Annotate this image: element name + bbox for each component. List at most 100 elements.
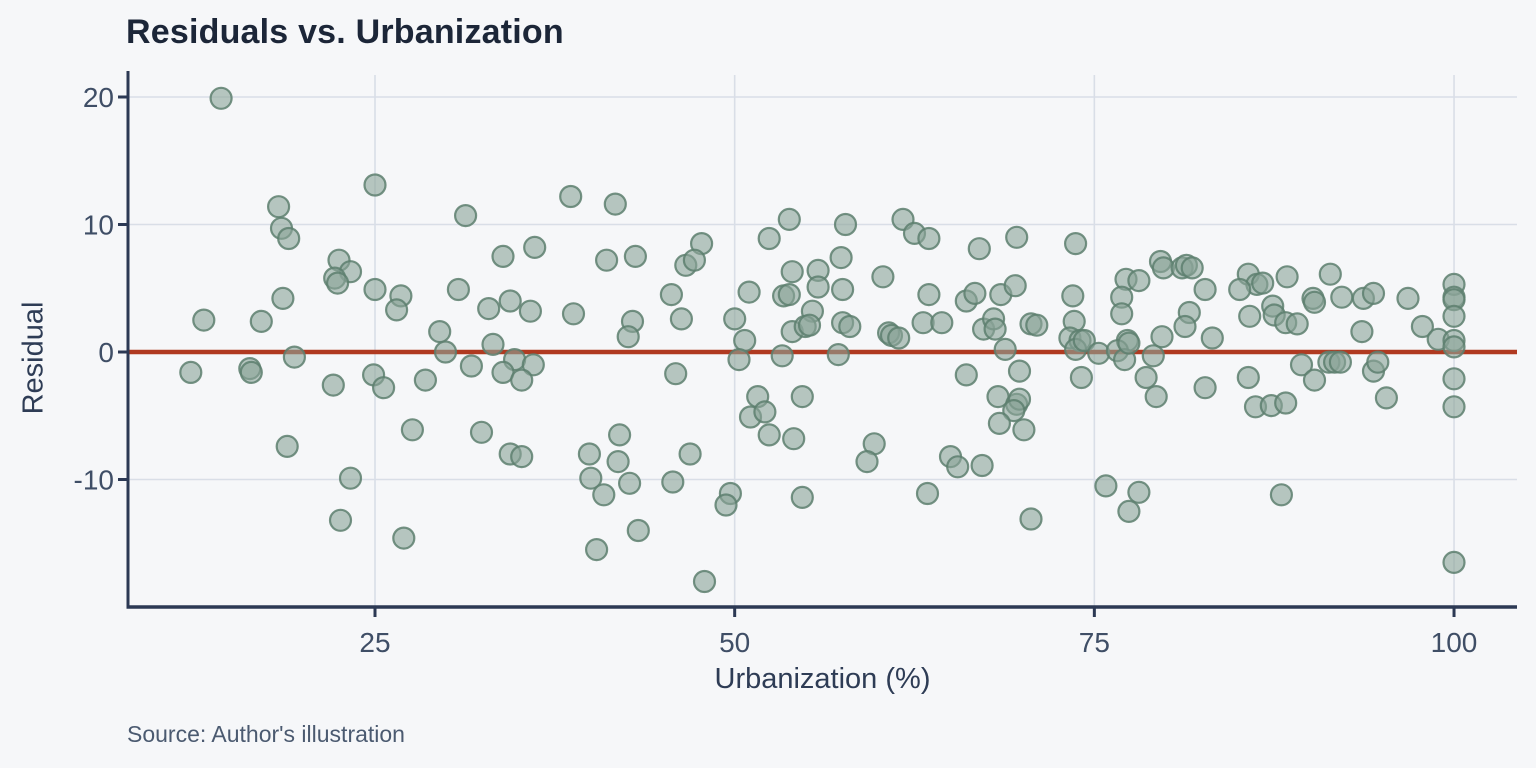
data-point: [987, 411, 1012, 435]
data-point: [1012, 418, 1036, 442]
data-point: [603, 192, 627, 216]
x-tick-label-25: 25: [359, 627, 390, 658]
data-point: [328, 508, 353, 532]
data-point: [733, 328, 757, 353]
data-point: [1410, 314, 1435, 339]
data-point: [1003, 274, 1027, 298]
data-point: [413, 368, 437, 392]
data-point: [239, 360, 263, 384]
data-point: [459, 354, 483, 378]
data-point: [1318, 262, 1342, 286]
data-point: [777, 207, 801, 231]
data-point: [1396, 286, 1420, 310]
data-point: [826, 343, 850, 367]
data-point: [838, 314, 862, 339]
data-point: [481, 332, 505, 356]
data-point: [1069, 365, 1094, 390]
data-point: [1127, 480, 1151, 504]
data-point: [523, 235, 547, 259]
data-point: [1302, 368, 1327, 392]
data-point: [1144, 385, 1168, 409]
data-point: [616, 325, 640, 349]
data-point: [829, 246, 853, 270]
data-point: [249, 309, 273, 333]
data-point: [970, 453, 994, 478]
data-point: [1127, 269, 1151, 293]
data-point: [661, 470, 685, 494]
data-point: [963, 281, 987, 305]
data-point: [1251, 271, 1275, 295]
data-point: [392, 526, 416, 550]
x-tick-label-100: 100: [1431, 627, 1478, 658]
data-point: [1238, 304, 1262, 328]
data-point: [954, 363, 978, 387]
data-point: [1330, 285, 1354, 309]
data-point: [363, 173, 387, 197]
data-point: [797, 313, 822, 337]
data-point: [192, 308, 216, 332]
data-point: [757, 423, 781, 447]
data-point: [782, 427, 806, 451]
data-point: [521, 353, 545, 377]
data-point: [714, 493, 738, 517]
data-point: [682, 248, 707, 272]
chart-title: Residuals vs. Urbanization: [126, 13, 564, 51]
data-point: [1110, 302, 1134, 326]
data-point: [275, 434, 299, 458]
data-point: [1374, 386, 1399, 410]
data-point: [271, 286, 295, 310]
data-point: [737, 280, 761, 304]
data-point: [1275, 265, 1299, 289]
data-point: [1228, 277, 1252, 302]
data-point: [1150, 325, 1174, 349]
data-point: [1442, 550, 1466, 575]
y-tick-label-20: 20: [83, 82, 114, 113]
data-point: [510, 368, 534, 392]
data-point: [790, 385, 814, 409]
data-point: [1350, 320, 1374, 344]
data-point: [277, 226, 301, 251]
data-point: [469, 420, 494, 444]
data-point: [1134, 365, 1158, 390]
data-point: [1442, 304, 1466, 328]
data-point: [594, 248, 619, 272]
data-point: [179, 360, 203, 384]
data-point: [626, 518, 650, 543]
data-point: [559, 184, 583, 209]
data-point: [790, 485, 814, 509]
data-point: [477, 297, 501, 321]
data-point: [1302, 290, 1327, 314]
data-point: [372, 376, 396, 400]
data-point: [723, 307, 747, 331]
data-point: [833, 212, 858, 237]
data-point: [1289, 353, 1314, 377]
data-point: [1442, 335, 1466, 359]
data-point: [267, 195, 291, 219]
data-point: [1005, 225, 1029, 249]
data-point: [1274, 391, 1298, 415]
data-point: [669, 307, 694, 331]
data-point: [757, 226, 781, 251]
data-point: [1025, 313, 1049, 337]
data-point: [1002, 399, 1026, 423]
data-point: [1200, 326, 1224, 350]
data-point: [606, 450, 630, 474]
data-point: [664, 362, 688, 386]
data-point: [1061, 284, 1085, 308]
data-point: [607, 423, 632, 447]
data-point: [1269, 483, 1294, 507]
data-point: [282, 345, 306, 369]
data-point: [1117, 331, 1141, 355]
data-point: [917, 226, 941, 251]
data-point: [1117, 499, 1141, 523]
data-point: [993, 337, 1017, 361]
data-point: [1094, 474, 1118, 498]
y-axis-title: Residual: [17, 301, 50, 415]
data-point: [915, 481, 940, 506]
data-point: [917, 283, 941, 307]
data-point: [930, 311, 954, 335]
data-point: [967, 237, 991, 261]
data-point: [1236, 365, 1260, 390]
data-point: [753, 400, 777, 424]
